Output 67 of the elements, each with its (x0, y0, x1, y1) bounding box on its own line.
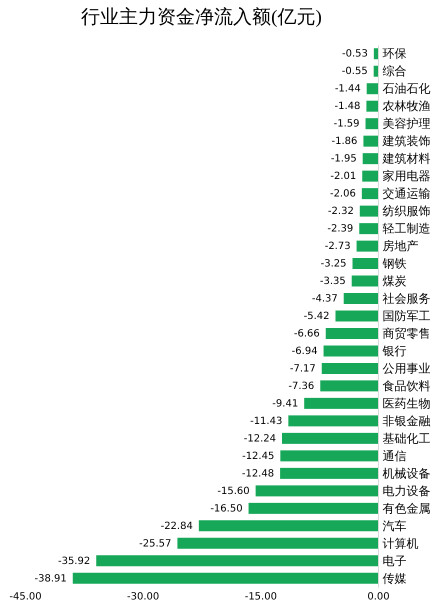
data-label: -1.86 (332, 136, 358, 148)
data-label: -5.42 (304, 311, 330, 322)
y-tick-label: 通信 (382, 448, 406, 463)
data-label: -2.39 (327, 224, 354, 235)
y-tick-label: 美容护理 (382, 116, 430, 131)
x-tick-label: -45.00 (9, 592, 42, 602)
y-tick-label: 轻工制造 (382, 222, 430, 236)
data-label: -16.50 (210, 503, 243, 514)
data-label: -7.36 (288, 380, 314, 392)
y-tick-label: 石油石化 (382, 82, 430, 96)
data-label: -2.32 (328, 206, 354, 218)
data-label: -1.48 (334, 101, 360, 112)
y-tick-label: 煤炭 (382, 274, 406, 288)
data-label: -2.06 (330, 188, 356, 200)
data-label: -38.91 (34, 573, 67, 584)
data-label: -12.45 (242, 450, 274, 462)
y-tick-label: 家用电器 (382, 169, 430, 184)
y-tick-label: 社会服务 (382, 292, 430, 306)
y-tick-label: 房地产 (382, 239, 418, 254)
data-label: -3.35 (320, 276, 346, 288)
y-tick-label: 有色金属 (382, 501, 430, 516)
y-tick-label: 电子 (382, 554, 406, 568)
y-tick-label: 纺织服饰 (382, 204, 430, 218)
data-label: -25.57 (139, 538, 172, 550)
y-tick-label: 环保 (382, 46, 406, 61)
y-tick-label: 计算机 (382, 536, 418, 550)
x-tick-label: -15.00 (244, 592, 277, 602)
data-label: -6.94 (292, 346, 318, 357)
data-label: -35.92 (58, 556, 90, 567)
y-tick-label: 机械设备 (382, 466, 430, 480)
y-tick-label: 银行 (382, 344, 406, 358)
data-label: -3.25 (320, 258, 347, 270)
y-tick-label: 建筑材料 (382, 152, 430, 166)
data-label: -12.24 (244, 433, 276, 444)
y-tick-label: 交通运输 (382, 186, 430, 201)
data-label: -6.66 (294, 328, 320, 340)
chart-title: 行业主力资金净流入额(亿元) (81, 6, 322, 28)
y-tick-label: 非银金融 (382, 414, 430, 428)
y-tick-label: 综合 (382, 64, 406, 78)
y-tick-label: 食品饮料 (382, 378, 430, 393)
y-tick-label: 汽车 (382, 518, 406, 533)
data-label: -9.41 (272, 398, 298, 410)
y-tick-label: 农林牧渔 (382, 99, 430, 114)
data-label: -15.60 (217, 486, 250, 497)
data-label: -1.95 (330, 154, 357, 165)
data-label: -12.48 (242, 468, 274, 480)
data-label: -0.55 (342, 66, 368, 78)
data-label: -2.01 (330, 171, 356, 182)
x-tick-label: 0.00 (367, 592, 390, 602)
data-label: -11.43 (250, 416, 282, 427)
y-tick-label: 建筑装饰 (382, 134, 430, 148)
y-tick-label: 钢铁 (382, 256, 406, 271)
y-tick-label: 传媒 (382, 571, 406, 586)
y-tick-label: 国防军工 (382, 309, 430, 323)
data-label: -7.17 (290, 363, 316, 374)
y-tick-label: 基础化工 (382, 431, 430, 446)
y-tick-label: 公用事业 (382, 361, 430, 376)
y-tick-label: 商贸零售 (382, 326, 430, 340)
data-label: -2.73 (324, 241, 351, 252)
y-tick-label: 医药生物 (382, 396, 430, 410)
data-label: -22.84 (160, 520, 193, 532)
x-tick-label: -30.00 (127, 592, 160, 602)
y-tick-label: 电力设备 (382, 484, 430, 498)
data-label: -0.53 (342, 48, 368, 60)
data-label: -1.59 (334, 118, 360, 130)
data-label: -4.37 (312, 294, 338, 305)
data-label: -1.44 (334, 84, 361, 95)
